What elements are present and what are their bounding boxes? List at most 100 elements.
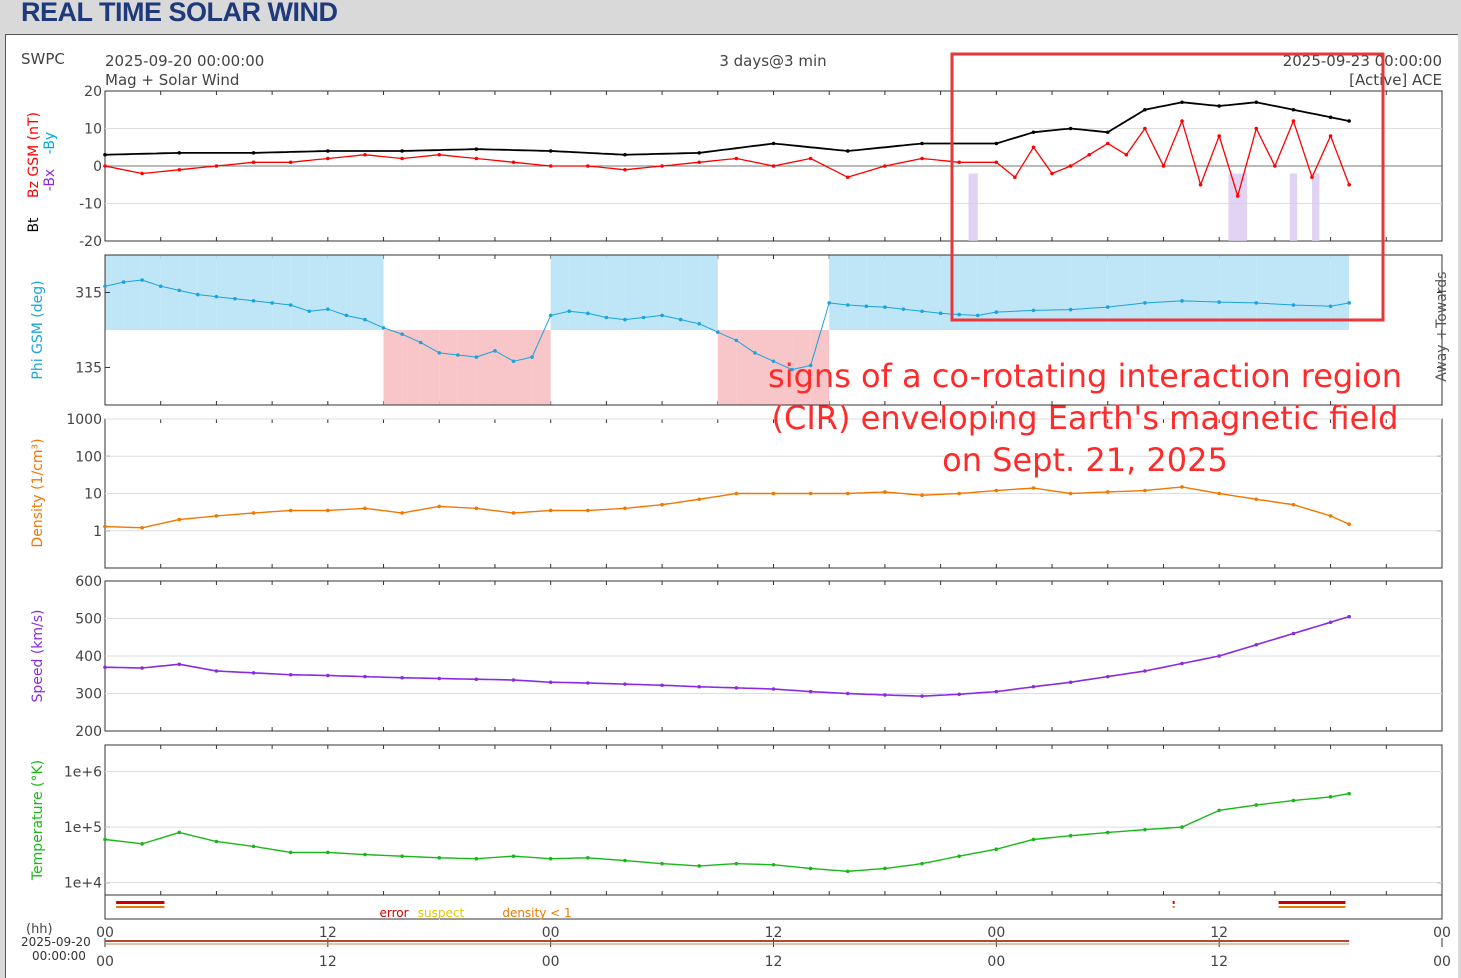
time-tick-label-bottom: 00 xyxy=(987,954,1005,970)
phi-point xyxy=(1031,308,1036,313)
bz-point xyxy=(1328,134,1333,138)
speed-point xyxy=(808,689,813,694)
towards-label: Towards - xyxy=(1434,262,1450,329)
density-point xyxy=(586,508,590,513)
phi-point xyxy=(511,359,516,364)
bz-point xyxy=(1254,126,1259,131)
away-band xyxy=(420,330,440,405)
bz-point xyxy=(1050,171,1054,176)
speed-point xyxy=(474,677,479,682)
away-band xyxy=(773,330,793,405)
phi-point xyxy=(251,299,256,303)
speed-point xyxy=(1180,661,1184,666)
phi-point xyxy=(623,317,627,322)
error-marks xyxy=(1278,901,1346,904)
bz-point xyxy=(957,160,961,165)
density-point xyxy=(177,517,182,522)
bx-fill xyxy=(1312,173,1320,241)
phi-point xyxy=(437,351,442,355)
speed-point xyxy=(1031,684,1036,689)
title-bar: REAL TIME SOLAR WIND xyxy=(0,0,1461,33)
bz-point xyxy=(697,160,702,165)
temperature-point xyxy=(1105,830,1110,835)
temperature-point xyxy=(214,839,219,844)
mag-ylabel-bx: -Bx xyxy=(42,169,58,191)
phi-point xyxy=(678,317,683,322)
mag-y-tick-label: -10 xyxy=(79,197,102,213)
speed-point xyxy=(548,680,553,685)
density-point xyxy=(363,506,367,511)
bt-point xyxy=(1254,100,1259,105)
speed-point xyxy=(140,666,144,670)
density-point xyxy=(771,491,776,496)
speed-point xyxy=(920,694,924,698)
phi-point xyxy=(288,303,293,307)
density-point xyxy=(957,491,961,496)
density-point xyxy=(697,497,702,502)
bx-fill xyxy=(968,173,978,241)
density-point xyxy=(1105,490,1110,494)
bz-point xyxy=(1310,175,1314,180)
bz-point xyxy=(437,152,442,157)
towards-band xyxy=(662,255,681,330)
temperature-point xyxy=(1217,808,1221,813)
phi-point xyxy=(103,284,107,289)
bt-point xyxy=(251,151,256,155)
bz-point xyxy=(1347,182,1351,187)
bz-point xyxy=(808,156,813,161)
temperature-point xyxy=(623,858,627,863)
density-point xyxy=(1328,514,1333,518)
annotation-line-1: signs of a co-rotating interaction regio… xyxy=(768,357,1402,395)
speed-y-tick-label: 200 xyxy=(75,724,102,740)
temperature-point xyxy=(400,854,404,858)
density-y-tick-label: 100 xyxy=(75,449,102,465)
away-band xyxy=(736,330,755,405)
speed-point xyxy=(511,678,516,682)
phi-point xyxy=(808,363,813,368)
bt-point xyxy=(1291,107,1296,112)
temperature-point xyxy=(1068,833,1073,838)
temperature-point xyxy=(1143,827,1147,832)
end-time-label: 2025-09-23 00:00:00 xyxy=(1283,52,1442,70)
temperature-y-tick-label: 1e+4 xyxy=(64,876,102,892)
bz-point xyxy=(920,156,924,161)
density-point xyxy=(326,508,330,513)
bz-point xyxy=(1143,126,1147,131)
bz-point xyxy=(288,160,293,165)
phi-point xyxy=(1328,304,1333,309)
phi-point xyxy=(567,309,572,314)
towards-band xyxy=(1033,255,1071,330)
phi-no-data xyxy=(1349,255,1442,405)
phi-point xyxy=(715,330,720,334)
phi-point xyxy=(845,303,850,307)
towards-band xyxy=(1219,255,1257,330)
speed-point xyxy=(251,671,256,675)
temperature-point xyxy=(883,866,887,871)
speed-y-tick-label: 600 xyxy=(75,574,102,590)
towards-band xyxy=(866,255,885,330)
start-time-label: 2025-09-20 00:00:00 xyxy=(105,52,264,70)
density-point xyxy=(140,526,144,530)
away-band xyxy=(513,330,533,405)
temperature-point xyxy=(288,850,293,855)
bz-line xyxy=(104,119,1350,199)
towards-band xyxy=(160,255,180,330)
temperature-point xyxy=(957,854,961,858)
density-point xyxy=(1180,485,1184,489)
density-point xyxy=(920,493,924,498)
density-point xyxy=(1217,491,1221,496)
speed-point xyxy=(326,673,330,678)
phi-point xyxy=(233,296,237,301)
phi-point xyxy=(1180,299,1184,303)
mag-y-tick-label: -20 xyxy=(79,234,102,250)
towards-band xyxy=(1330,255,1350,330)
speed-point xyxy=(437,676,442,681)
bz-point xyxy=(1161,164,1166,168)
towards-band xyxy=(940,255,960,330)
phi-point xyxy=(418,340,423,345)
speed-point xyxy=(1068,680,1073,685)
bt-point xyxy=(994,141,999,146)
temperature-point xyxy=(177,830,182,835)
time-tick-label-bottom: 12 xyxy=(319,954,337,970)
bz-point xyxy=(1273,164,1277,168)
